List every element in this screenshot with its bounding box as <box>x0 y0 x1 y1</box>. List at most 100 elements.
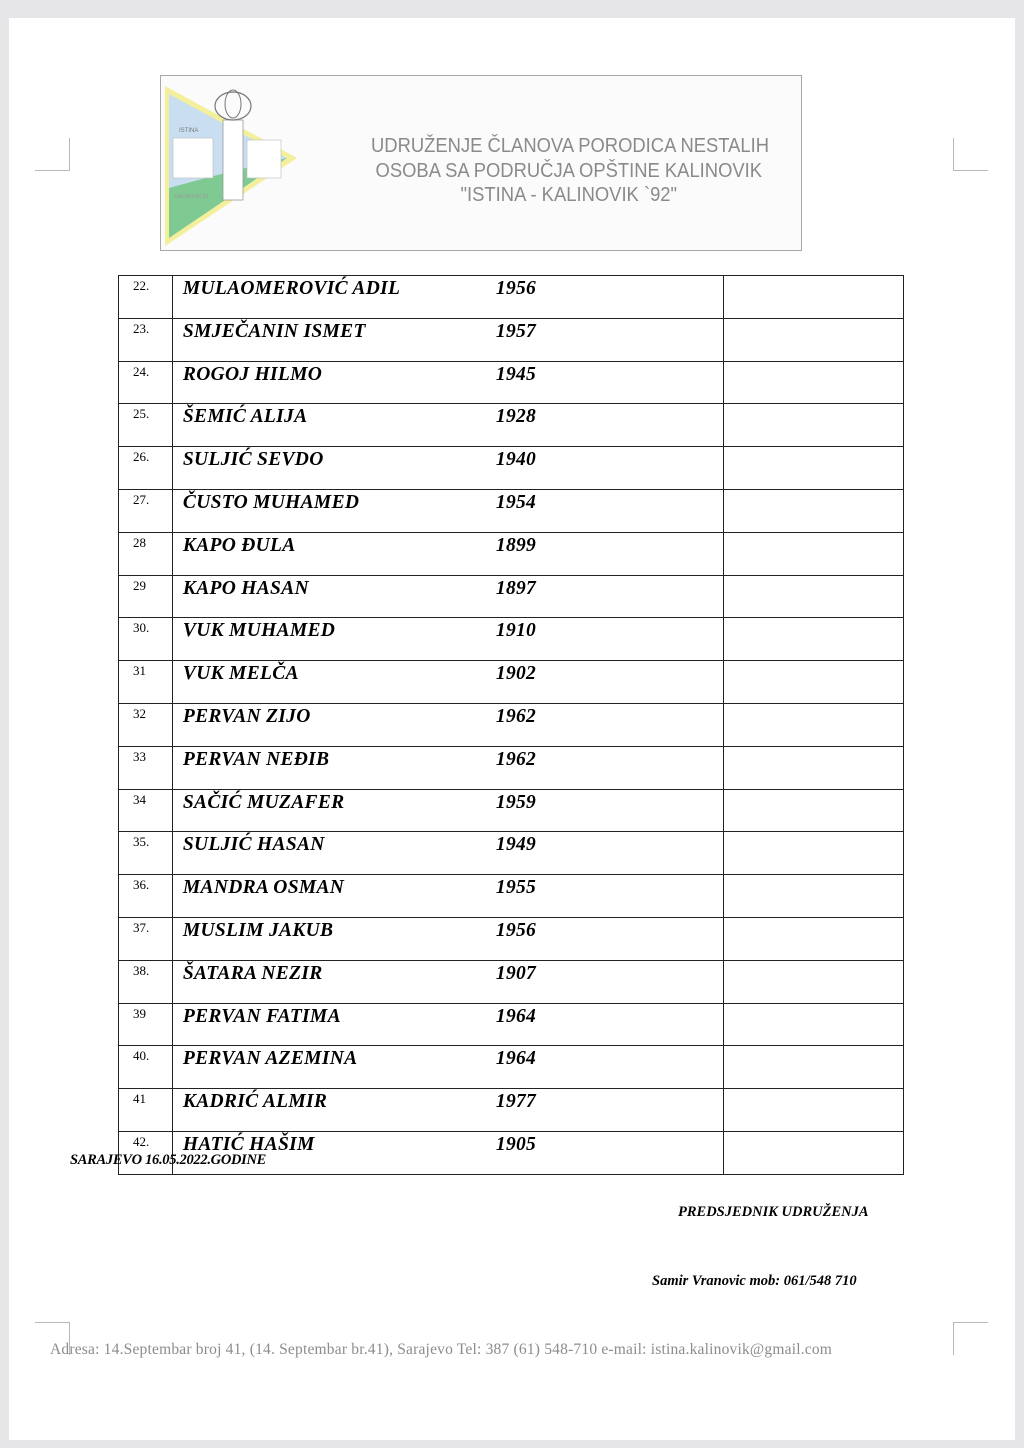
birth-year: 1959 <box>495 791 537 813</box>
table-row: 31 VUK MELČA 1902 <box>118 660 905 704</box>
table-row: 24. ROGOJ HILMO 1945 <box>118 360 905 405</box>
document-page: ISTINA KALINOVIK 92 UDRUŽENJE ČLANOVA PO… <box>9 18 1015 1440</box>
table-row: 38. ŠATARA NEZIR 1907 <box>118 959 905 1004</box>
person-name: PERVAN FATIMA <box>182 1005 341 1027</box>
row-number: 38. <box>118 959 173 1004</box>
person-name: ŠATARA NEZIR <box>182 962 323 984</box>
margin-mark <box>35 1322 70 1355</box>
birth-year: 1962 <box>495 705 537 727</box>
empty-cell <box>722 702 905 747</box>
empty-cell <box>722 275 905 319</box>
table-row: 36. MANDRA OSMAN 1955 <box>118 874 905 918</box>
empty-cell <box>722 317 905 362</box>
table-row: 39 PERVAN FATIMA 1964 <box>118 1002 905 1047</box>
empty-cell <box>722 745 905 790</box>
empty-cell <box>722 488 905 533</box>
birth-year: 1977 <box>495 1091 537 1113</box>
person-name: MANDRA OSMAN <box>182 877 345 899</box>
birth-year: 1962 <box>495 748 537 770</box>
empty-cell <box>722 1045 905 1090</box>
association-name: UDRUŽENJE ČLANOVA PORODICA NESTALIH OSOB… <box>371 135 770 206</box>
table-row: 23. SMJEČANIN ISMET 1957 <box>118 317 905 362</box>
president-label: PREDSJEDNIK UDRUŽENJA <box>678 1204 869 1220</box>
table-row: 26. SULJIĆ SEVDO 1940 <box>118 446 905 490</box>
row-number: 41 <box>118 1088 173 1132</box>
table-row: 27. ČUSTO MUHAMED 1954 <box>118 488 905 533</box>
signature-contact: Samir Vranovic mob: 061/548 710 <box>652 1273 857 1289</box>
birth-year: 1907 <box>495 962 537 984</box>
person-name: MUSLIM JAKUB <box>182 919 334 941</box>
row-number: 28 <box>118 531 173 576</box>
row-number: 35. <box>118 831 173 876</box>
birth-year: 1964 <box>495 1048 537 1070</box>
birth-year: 1910 <box>495 620 537 642</box>
row-number: 40. <box>118 1045 173 1090</box>
row-number: 29 <box>118 574 173 619</box>
table-row: 29 KAPO HASAN 1897 <box>118 574 905 619</box>
table-row: 22. MULAOMEROVIĆ ADIL 1956 <box>118 275 905 319</box>
birth-year: 1905 <box>495 1133 537 1155</box>
birth-year: 1945 <box>495 363 537 385</box>
empty-cell <box>722 959 905 1004</box>
margin-mark <box>953 138 988 171</box>
person-name: VUK MELČA <box>182 663 299 685</box>
birth-year: 1956 <box>495 919 537 941</box>
association-logo: ISTINA KALINOVIK 92 <box>165 86 297 246</box>
birth-year: 1899 <box>495 534 537 556</box>
table-row: 41 KADRIĆ ALMIR 1977 <box>118 1088 905 1132</box>
birth-year: 1954 <box>495 491 537 513</box>
empty-cell <box>722 831 905 876</box>
table-row: 34 SAČIĆ MUZAFER 1959 <box>118 788 905 833</box>
birth-year: 1897 <box>495 577 537 599</box>
empty-cell <box>722 617 905 662</box>
table-row: 30. VUK MUHAMED 1910 <box>118 617 905 662</box>
empty-cell <box>722 531 905 576</box>
row-number: 39 <box>118 1002 173 1047</box>
birth-year: 1940 <box>495 449 537 471</box>
person-name: ČUSTO MUHAMED <box>182 491 360 513</box>
footer-address: Adresa: 14.Septembar broj 41, (14. Septe… <box>50 1341 833 1358</box>
person-name: SAČIĆ MUZAFER <box>182 791 345 813</box>
person-name: MULAOMEROVIĆ ADIL <box>182 278 401 299</box>
missing-persons-table: 22. MULAOMEROVIĆ ADIL 1956 23. SMJEČANIN … <box>118 275 905 1175</box>
margin-mark <box>35 138 70 171</box>
empty-cell <box>722 1130 905 1175</box>
table-row: 33 PERVAN NEĐIB 1962 <box>118 745 905 790</box>
letterhead: ISTINA KALINOVIK 92 UDRUŽENJE ČLANOVA PO… <box>160 75 802 251</box>
table-row: 40. PERVAN AZEMINA 1964 <box>118 1045 905 1090</box>
row-number: 25. <box>118 403 173 448</box>
person-name: PERVAN AZEMINA <box>182 1048 358 1070</box>
empty-cell <box>722 874 905 918</box>
person-name: KADRIĆ ALMIR <box>182 1091 328 1113</box>
row-number: 23. <box>118 317 173 362</box>
birth-year: 1949 <box>495 834 537 856</box>
birth-year: 1956 <box>495 278 537 299</box>
row-number: 26. <box>118 446 173 490</box>
empty-cell <box>722 574 905 619</box>
birth-year: 1955 <box>495 877 537 899</box>
table-row: 37. MUSLIM JAKUB 1956 <box>118 916 905 961</box>
empty-cell <box>722 660 905 704</box>
person-name: ŠEMIĆ ALIJA <box>182 406 308 428</box>
date-line: SARAJEVO 16.05.2022.GODINE <box>70 1152 267 1168</box>
row-number: 34 <box>118 788 173 833</box>
person-name: SMJEČANIN ISMET <box>182 320 366 342</box>
empty-cell <box>722 916 905 961</box>
person-name: SULJIĆ SEVDO <box>182 449 324 471</box>
person-name: PERVAN NEĐIB <box>182 748 330 770</box>
row-number: 27. <box>118 488 173 533</box>
row-number: 37. <box>118 916 173 961</box>
person-name: VUK MUHAMED <box>182 620 336 642</box>
row-number: 32 <box>118 702 173 747</box>
row-number: 22. <box>118 275 173 319</box>
table-row: 42. HATIĆ HAŠIM 1905 <box>118 1130 905 1175</box>
person-name: SULJIĆ HASAN <box>182 834 325 856</box>
person-name: HATIĆ HAŠIM <box>182 1133 315 1155</box>
table-row: 25. ŠEMIĆ ALIJA 1928 <box>118 403 905 448</box>
empty-cell <box>722 1002 905 1047</box>
birth-year: 1928 <box>495 406 537 428</box>
person-name: KAPO ĐULA <box>182 534 296 556</box>
empty-cell <box>722 360 905 405</box>
empty-cell <box>722 446 905 490</box>
empty-cell <box>722 1088 905 1132</box>
